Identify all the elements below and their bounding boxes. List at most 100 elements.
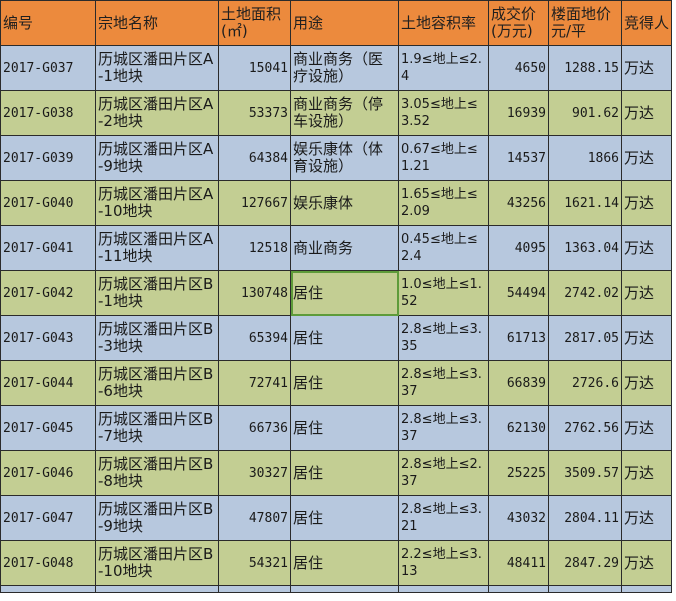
cell-winner[interactable]: 万达 <box>621 270 672 316</box>
cell-far[interactable]: 2.8≤地上≤3.37 <box>398 360 489 406</box>
cell-area[interactable]: 64384 <box>218 135 291 181</box>
cell-id[interactable]: 2017-G047 <box>0 495 96 541</box>
cell-id[interactable]: 2017-G037 <box>0 45 96 91</box>
cell-name[interactable]: 历城区潘田片区A-2地块 <box>95 90 219 136</box>
cell-winner[interactable]: 万达 <box>621 180 672 226</box>
cell-use[interactable]: 商业商务（停车设施） <box>290 90 399 136</box>
header-unit-price[interactable]: 楼面地价元/平 <box>548 0 622 46</box>
header-winner[interactable]: 竞得人 <box>621 0 672 46</box>
cell-id[interactable]: 2017-G038 <box>0 90 96 136</box>
cell-price[interactable]: 62130 <box>488 405 549 451</box>
cell-id[interactable]: 2017-G045 <box>0 405 96 451</box>
cell-empty[interactable] <box>0 585 96 593</box>
cell-unit-price[interactable]: 1866 <box>548 135 622 181</box>
cell-name[interactable]: 历城区潘田片区A-10地块 <box>95 180 219 226</box>
cell-winner[interactable]: 万达 <box>621 450 672 496</box>
cell-id[interactable]: 2017-G048 <box>0 540 96 586</box>
cell-id[interactable]: 2017-G041 <box>0 225 96 271</box>
cell-name[interactable]: 历城区潘田片区B-10地块 <box>95 540 219 586</box>
cell-empty[interactable] <box>95 585 219 593</box>
cell-id[interactable]: 2017-G044 <box>0 360 96 406</box>
cell-far[interactable]: 2.8≤地上≤3.21 <box>398 495 489 541</box>
cell-winner[interactable]: 万达 <box>621 225 672 271</box>
cell-use[interactable]: 娱乐康体 <box>290 180 399 226</box>
cell-name[interactable]: 历城区潘田片区A-1地块 <box>95 45 219 91</box>
cell-id[interactable]: 2017-G043 <box>0 315 96 361</box>
header-use[interactable]: 用途 <box>290 0 399 46</box>
cell-area[interactable]: 15041 <box>218 45 291 91</box>
cell-empty[interactable] <box>290 585 399 593</box>
cell-far[interactable]: 0.67≤地上≤1.21 <box>398 135 489 181</box>
cell-empty[interactable] <box>621 585 672 593</box>
cell-far[interactable]: 1.9≤地上≤2.4 <box>398 45 489 91</box>
cell-use[interactable]: 娱乐康体（体育设施） <box>290 135 399 181</box>
header-price[interactable]: 成交价(万元) <box>488 0 549 46</box>
cell-price[interactable]: 25225 <box>488 450 549 496</box>
cell-unit-price[interactable]: 901.62 <box>548 90 622 136</box>
cell-far[interactable]: 2.2≤地上≤3.13 <box>398 540 489 586</box>
cell-price[interactable]: 54494 <box>488 270 549 316</box>
cell-price[interactable]: 48411 <box>488 540 549 586</box>
cell-use[interactable]: 商业商务（医疗设施） <box>290 45 399 91</box>
cell-price[interactable]: 66839 <box>488 360 549 406</box>
cell-name[interactable]: 历城区潘田片区B-9地块 <box>95 495 219 541</box>
header-far[interactable]: 土地容积率 <box>398 0 489 46</box>
cell-unit-price[interactable]: 2847.29 <box>548 540 622 586</box>
cell-unit-price[interactable]: 1621.14 <box>548 180 622 226</box>
cell-unit-price[interactable]: 2762.56 <box>548 405 622 451</box>
cell-id[interactable]: 2017-G046 <box>0 450 96 496</box>
cell-name[interactable]: 历城区潘田片区B-7地块 <box>95 405 219 451</box>
cell-far[interactable]: 2.8≤地上≤3.35 <box>398 315 489 361</box>
cell-price[interactable]: 43256 <box>488 180 549 226</box>
cell-price[interactable]: 4650 <box>488 45 549 91</box>
cell-area[interactable]: 30327 <box>218 450 291 496</box>
cell-far[interactable]: 2.8≤地上≤3.37 <box>398 405 489 451</box>
cell-empty[interactable] <box>218 585 291 593</box>
cell-area[interactable]: 53373 <box>218 90 291 136</box>
cell-area[interactable]: 12518 <box>218 225 291 271</box>
cell-price[interactable]: 43032 <box>488 495 549 541</box>
cell-unit-price[interactable]: 1363.04 <box>548 225 622 271</box>
cell-id[interactable]: 2017-G042 <box>0 270 96 316</box>
cell-use-selected[interactable]: 居住 <box>290 270 399 316</box>
cell-area[interactable]: 65394 <box>218 315 291 361</box>
cell-far[interactable]: 1.0≤地上≤1.52 <box>398 270 489 316</box>
cell-unit-price[interactable]: 1288.15 <box>548 45 622 91</box>
cell-use[interactable]: 居住 <box>290 315 399 361</box>
cell-area[interactable]: 47807 <box>218 495 291 541</box>
cell-price[interactable]: 61713 <box>488 315 549 361</box>
cell-winner[interactable]: 万达 <box>621 135 672 181</box>
cell-far[interactable]: 1.65≤地上≤2.09 <box>398 180 489 226</box>
cell-name[interactable]: 历城区潘田片区B-8地块 <box>95 450 219 496</box>
cell-unit-price[interactable]: 3509.57 <box>548 450 622 496</box>
cell-winner[interactable]: 万达 <box>621 315 672 361</box>
cell-use[interactable]: 商业商务 <box>290 225 399 271</box>
cell-winner[interactable]: 万达 <box>621 405 672 451</box>
cell-far[interactable]: 3.05≤地上≤3.52 <box>398 90 489 136</box>
cell-use[interactable]: 居住 <box>290 405 399 451</box>
cell-use[interactable]: 居住 <box>290 540 399 586</box>
cell-area[interactable]: 127667 <box>218 180 291 226</box>
header-area[interactable]: 土地面积(㎡) <box>218 0 291 46</box>
cell-far[interactable]: 0.45≤地上≤2.4 <box>398 225 489 271</box>
cell-id[interactable]: 2017-G039 <box>0 135 96 181</box>
cell-name[interactable]: 历城区潘田片区B-1地块 <box>95 270 219 316</box>
cell-winner[interactable]: 万达 <box>621 495 672 541</box>
cell-id[interactable]: 2017-G040 <box>0 180 96 226</box>
cell-name[interactable]: 历城区潘田片区A-9地块 <box>95 135 219 181</box>
cell-unit-price[interactable]: 2726.6 <box>548 360 622 406</box>
cell-name[interactable]: 历城区潘田片区B-6地块 <box>95 360 219 406</box>
cell-winner[interactable]: 万达 <box>621 360 672 406</box>
cell-use[interactable]: 居住 <box>290 450 399 496</box>
cell-winner[interactable]: 万达 <box>621 90 672 136</box>
cell-area[interactable]: 130748 <box>218 270 291 316</box>
cell-empty[interactable] <box>488 585 549 593</box>
cell-name[interactable]: 历城区潘田片区A-11地块 <box>95 225 219 271</box>
cell-unit-price[interactable]: 2817.05 <box>548 315 622 361</box>
cell-use[interactable]: 居住 <box>290 360 399 406</box>
cell-area[interactable]: 72741 <box>218 360 291 406</box>
cell-use[interactable]: 居住 <box>290 495 399 541</box>
cell-area[interactable]: 54321 <box>218 540 291 586</box>
cell-area[interactable]: 66736 <box>218 405 291 451</box>
cell-empty[interactable] <box>548 585 622 593</box>
